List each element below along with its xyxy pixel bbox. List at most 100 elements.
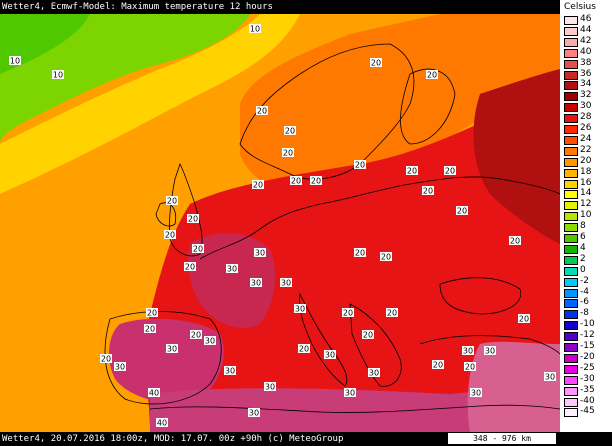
field-east-darkred [473, 69, 560, 244]
legend-item: -10 [562, 319, 610, 331]
svg-text:20: 20 [427, 71, 437, 80]
legend-label: 6 [580, 232, 586, 242]
isotherm-label: 10 [249, 24, 261, 34]
isotherm-label: 20 [518, 314, 530, 324]
legend-item: -2 [562, 276, 610, 287]
legend-label: 4 [580, 242, 586, 253]
legend-label: -12 [580, 330, 595, 341]
svg-text:30: 30 [325, 351, 335, 360]
legend-item: 38 [562, 58, 610, 69]
svg-text:30: 30 [295, 305, 305, 314]
legend-item: 14 [562, 188, 610, 200]
legend-swatch [564, 168, 578, 178]
legend-swatch [564, 146, 578, 156]
legend-swatch [564, 103, 578, 113]
isotherm-label: 20 [354, 248, 366, 258]
svg-text:20: 20 [311, 177, 321, 186]
isotherm-label: 20 [290, 176, 302, 186]
legend-label: 36 [580, 68, 592, 79]
svg-text:30: 30 [345, 389, 355, 398]
field-continent [145, 84, 560, 432]
legend-label: -4 [580, 286, 589, 297]
legend-label: -6 [580, 297, 589, 308]
legend-item: 10 [562, 210, 610, 222]
svg-text:20: 20 [355, 249, 365, 258]
legend-label: 0 [580, 264, 586, 275]
legend-label: -25 [580, 362, 595, 373]
isotherm-label: 20 [184, 262, 196, 272]
isotherm-label: 30 [544, 372, 556, 382]
isotherm-label: 20 [342, 308, 354, 318]
legend-item: 16 [562, 178, 610, 189]
field-africa-hot [150, 384, 560, 432]
isotherm-label: 20 [164, 230, 176, 240]
legend-label: 34 [580, 79, 592, 90]
legend-label: 26 [580, 123, 592, 133]
legend-item: -12 [562, 330, 610, 342]
isotherm-label: 30 [250, 278, 262, 288]
isotherm-label: 20 [426, 70, 438, 80]
svg-text:30: 30 [369, 369, 379, 378]
legend: Celsius 46 44 42 40 38 36 34 32 30 28 26 24 22 20 18 16… [560, 0, 612, 432]
isotherm-label: 20 [456, 206, 468, 216]
coast-turkey [419, 335, 560, 355]
legend-item: -45 [562, 406, 610, 418]
isotherm-label: 20 [192, 244, 204, 254]
isotherm-label: 30 [470, 388, 482, 398]
legend-swatch [564, 288, 578, 298]
legend-item: 12 [562, 199, 610, 211]
legend-item: 34 [562, 79, 610, 91]
legend-item: 28 [562, 112, 610, 124]
svg-text:20: 20 [193, 245, 203, 254]
legend-swatch [564, 48, 578, 58]
isotherm-label: 20 [146, 308, 158, 318]
svg-text:40: 40 [157, 419, 167, 428]
legend-label: -15 [580, 341, 595, 351]
svg-text:40: 40 [149, 389, 159, 398]
isotherm-label: 20 [422, 186, 434, 196]
legend-label: 46 [580, 14, 592, 24]
map-title: Wetter4, Ecmwf-Model: Maximum temperatur… [0, 0, 562, 14]
legend-item: 20 [562, 156, 610, 167]
isotherm-label: 30 [344, 388, 356, 398]
isotherm-label: 20 [282, 148, 294, 158]
svg-text:30: 30 [265, 383, 275, 392]
svg-text:30: 30 [167, 345, 177, 354]
legend-item: 4 [562, 242, 610, 254]
legend-swatch [564, 37, 578, 47]
legend-swatch [564, 234, 578, 243]
legend-label: 40 [580, 46, 592, 57]
legend-swatch [564, 223, 578, 233]
svg-text:30: 30 [255, 249, 265, 258]
legend-item: 26 [562, 123, 610, 134]
svg-text:20: 20 [343, 309, 353, 318]
legend-label: 42 [580, 35, 592, 46]
legend-swatch [564, 212, 578, 222]
legend-swatch [564, 135, 578, 145]
isotherm-labels: 10 10 10 20 20 20 20 20 20 20 20 20 20 20 20 20 20 20 20 20… [9, 24, 556, 428]
isotherm-label: 20 [380, 252, 392, 262]
isotherm-label: 20 [386, 308, 398, 318]
legend-swatch [564, 157, 578, 167]
isotherm-label: 20 [100, 354, 112, 364]
legend-unit: Celsius [564, 2, 596, 12]
svg-text:20: 20 [145, 325, 155, 334]
legend-swatch [564, 397, 578, 407]
svg-text:20: 20 [465, 363, 475, 372]
coast-balkans [349, 303, 402, 387]
legend-swatch [564, 201, 578, 211]
svg-text:10: 10 [53, 71, 63, 80]
legend-label: -20 [580, 351, 595, 362]
isotherm-label: 20 [354, 160, 366, 170]
coast-scandinavia [239, 43, 415, 180]
legend-label: -35 [580, 384, 595, 395]
isotherm-label: 20 [509, 236, 521, 246]
svg-text:30: 30 [545, 373, 555, 382]
isotherm-label: 30 [224, 366, 236, 376]
svg-text:20: 20 [185, 263, 195, 272]
legend-item: -25 [562, 362, 610, 374]
svg-text:30: 30 [463, 347, 473, 356]
legend-item: 36 [562, 68, 610, 80]
footer-text: Wetter4, 20.07.2016 18:00z, MOD: 17.07. … [2, 434, 344, 444]
legend-label: 22 [580, 144, 592, 155]
